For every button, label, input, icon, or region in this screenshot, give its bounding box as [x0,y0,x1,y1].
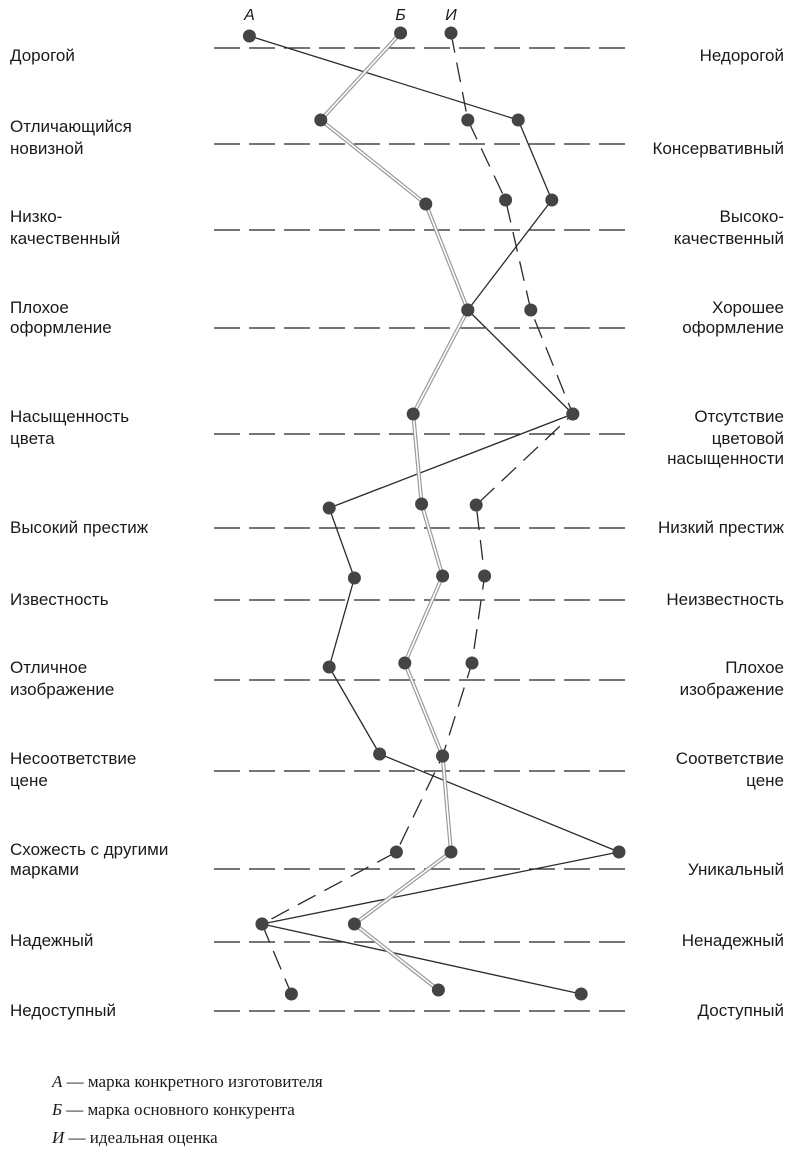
series-point [436,749,450,763]
series-point [566,407,580,421]
left-pole-label: изображение [10,680,114,699]
left-pole-label: качественный [10,229,120,248]
left-pole-label: Отличающийся [10,117,132,136]
left-pole-label: Надежный [10,931,93,950]
series-line-i [261,32,574,995]
legend-key: Б [52,1100,63,1119]
left-pole-label: Схожесть с другими [10,840,168,859]
series-point [511,113,525,127]
left-pole-label: Известность [10,590,109,609]
series-point [478,569,492,583]
series-point [394,26,408,40]
right-pole-label: изображение [680,680,784,699]
semantic-differential-chart: Дорогой Отличающийся новизной Низко-качеств… [10,7,785,1020]
series-key-label: А [243,7,255,24]
series-point [431,983,445,997]
left-pole-label: цене [10,771,48,790]
left-pole-label: новизной [10,139,84,158]
series-points [242,26,626,1001]
series-lines [249,31,620,995]
right-pole-label: Недорогой [700,46,784,65]
right-pole-label: Неизвестность [666,590,784,609]
left-pole-label: цвета [10,429,55,448]
right-pole-label: Консервативный [653,139,785,158]
left-pole-label: Дорогой [10,46,75,65]
series-point [322,660,336,674]
series-line-b-inner [319,32,469,991]
left-pole-label: марками [10,860,79,879]
left-pole-label: Недоступный [10,1001,116,1020]
left-pole-label: оформление [10,318,112,337]
series-point [314,113,328,127]
series-point [524,303,538,317]
series-point [612,845,626,859]
scale-lines [214,47,626,1012]
right-pole-label: Хорошее [712,298,784,317]
legend-key: А [52,1072,63,1091]
legend: А — марка конкретного изготовителя Б — м… [52,1068,323,1152]
series-point [347,571,361,585]
right-pole-label: Высоко- [720,207,784,226]
series-point [465,656,479,670]
series-point [545,193,559,207]
right-pole-label: Соответствие [676,749,784,768]
series-point [499,193,513,207]
series-point [436,569,450,583]
left-pole-label: Низко- [10,207,62,226]
left-labels: Дорогой Отличающийся новизной Низко-качеств… [10,46,168,1020]
legend-text: — идеальная оценка [64,1128,218,1147]
series-point [444,26,458,40]
right-pole-label: Ненадежный [682,931,784,950]
series-point [419,197,433,211]
series-point [444,845,458,859]
right-pole-label: цене [746,771,784,790]
legend-item-b: Б — марка основного конкурента [52,1096,323,1124]
left-pole-label: Плохое [10,298,69,317]
series-key-label: Б [395,7,405,24]
left-pole-label: Несоответствие [10,749,136,768]
legend-text: — марка основного конкурента [62,1100,295,1119]
right-pole-label: Доступный [698,1001,784,1020]
legend-item-a: А — марка конкретного изготовителя [52,1068,323,1096]
right-pole-label: оформление [682,318,784,337]
series-point [373,747,387,761]
series-point [461,113,475,127]
series-point [322,501,336,515]
legend-item-i: И — идеальная оценка [52,1124,323,1152]
series-point [255,917,269,931]
right-pole-label: Отсутствие [694,407,784,426]
left-pole-label: Насыщенность [10,407,129,426]
right-pole-label: Плохое [725,658,784,677]
series-point [574,987,588,1001]
right-labels: Недорогой Консервативный Высоко-качественн… [653,46,785,1020]
series-point [389,845,403,859]
series-point [406,407,420,421]
right-pole-label: цветовой [712,429,784,448]
left-pole-label: Высокий престиж [10,518,149,537]
series-point [415,497,429,511]
right-pole-label: качественный [674,229,784,248]
left-pole-label: Отличное [10,658,87,677]
series-point [398,656,412,670]
series-point [284,987,298,1001]
series-point [461,303,475,317]
series-key-label: И [445,7,457,24]
right-pole-label: насыщенности [667,449,784,468]
legend-text: — марка конкретного изготовителя [62,1072,323,1091]
right-pole-label: Низкий престиж [658,518,785,537]
right-pole-label: Уникальный [688,860,784,879]
series-point [347,917,361,931]
series-line-a [249,35,620,995]
legend-key: И [52,1128,65,1147]
series-point [469,498,483,512]
series-point [242,29,256,43]
